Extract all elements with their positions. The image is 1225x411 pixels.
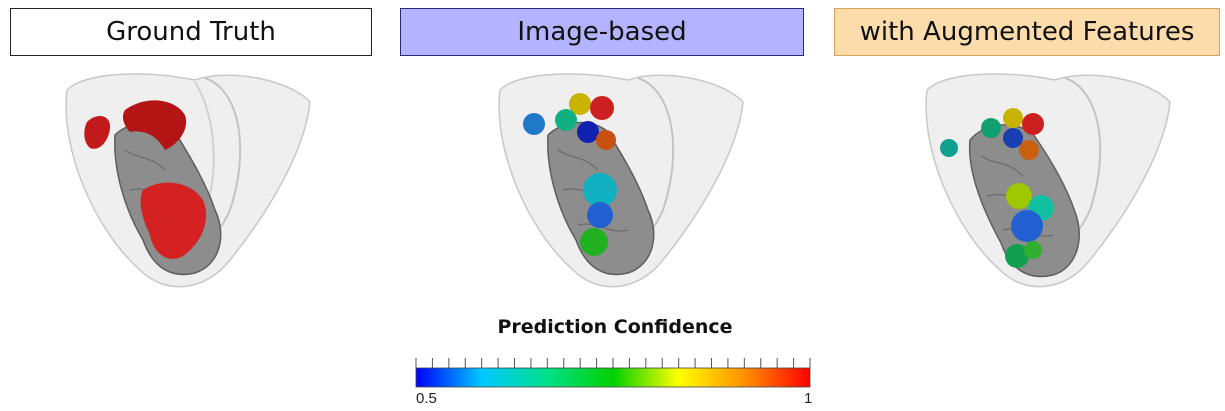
heart-render-augmented-features — [925, 73, 1171, 288]
prediction-patch — [580, 228, 608, 256]
ground-truth-region — [84, 116, 111, 149]
prediction-patch — [940, 139, 958, 157]
colorbar-min-label: 0.5 — [416, 390, 437, 407]
prediction-patch — [577, 121, 599, 143]
heart-render-image-based — [498, 73, 744, 288]
prediction-patch — [1005, 244, 1029, 268]
prediction-patch — [569, 93, 591, 115]
prediction-patch — [1019, 140, 1039, 160]
prediction-patch — [587, 202, 613, 228]
prediction-patch — [523, 113, 545, 135]
colorbar-ticks — [415, 358, 811, 368]
ground-truth-region — [122, 100, 187, 150]
prediction-patch — [1003, 128, 1023, 148]
prediction-patch — [1003, 108, 1023, 128]
prediction-patch — [583, 173, 617, 207]
heart-render-ground-truth — [65, 73, 311, 288]
prediction-patch — [1024, 241, 1042, 259]
prediction-patch — [1022, 113, 1044, 135]
colorbar-title: Prediction Confidence — [497, 316, 733, 338]
prediction-patch — [981, 118, 1001, 138]
ground-truth-region — [140, 182, 207, 259]
prediction-patch — [1006, 183, 1032, 209]
prediction-patch — [590, 96, 614, 120]
colorbar-max-label: 1 — [804, 390, 813, 407]
prediction-patch — [555, 109, 577, 131]
prediction-patch — [596, 130, 616, 150]
panel-title-augmented-features: with Augmented Features — [834, 8, 1220, 56]
panel-title-image-based: Image-based — [400, 8, 804, 56]
prediction-patch — [1011, 210, 1043, 242]
panel-title-ground-truth: Ground Truth — [10, 8, 372, 56]
colorbar — [415, 358, 811, 388]
colorbar-gradient — [415, 367, 811, 388]
